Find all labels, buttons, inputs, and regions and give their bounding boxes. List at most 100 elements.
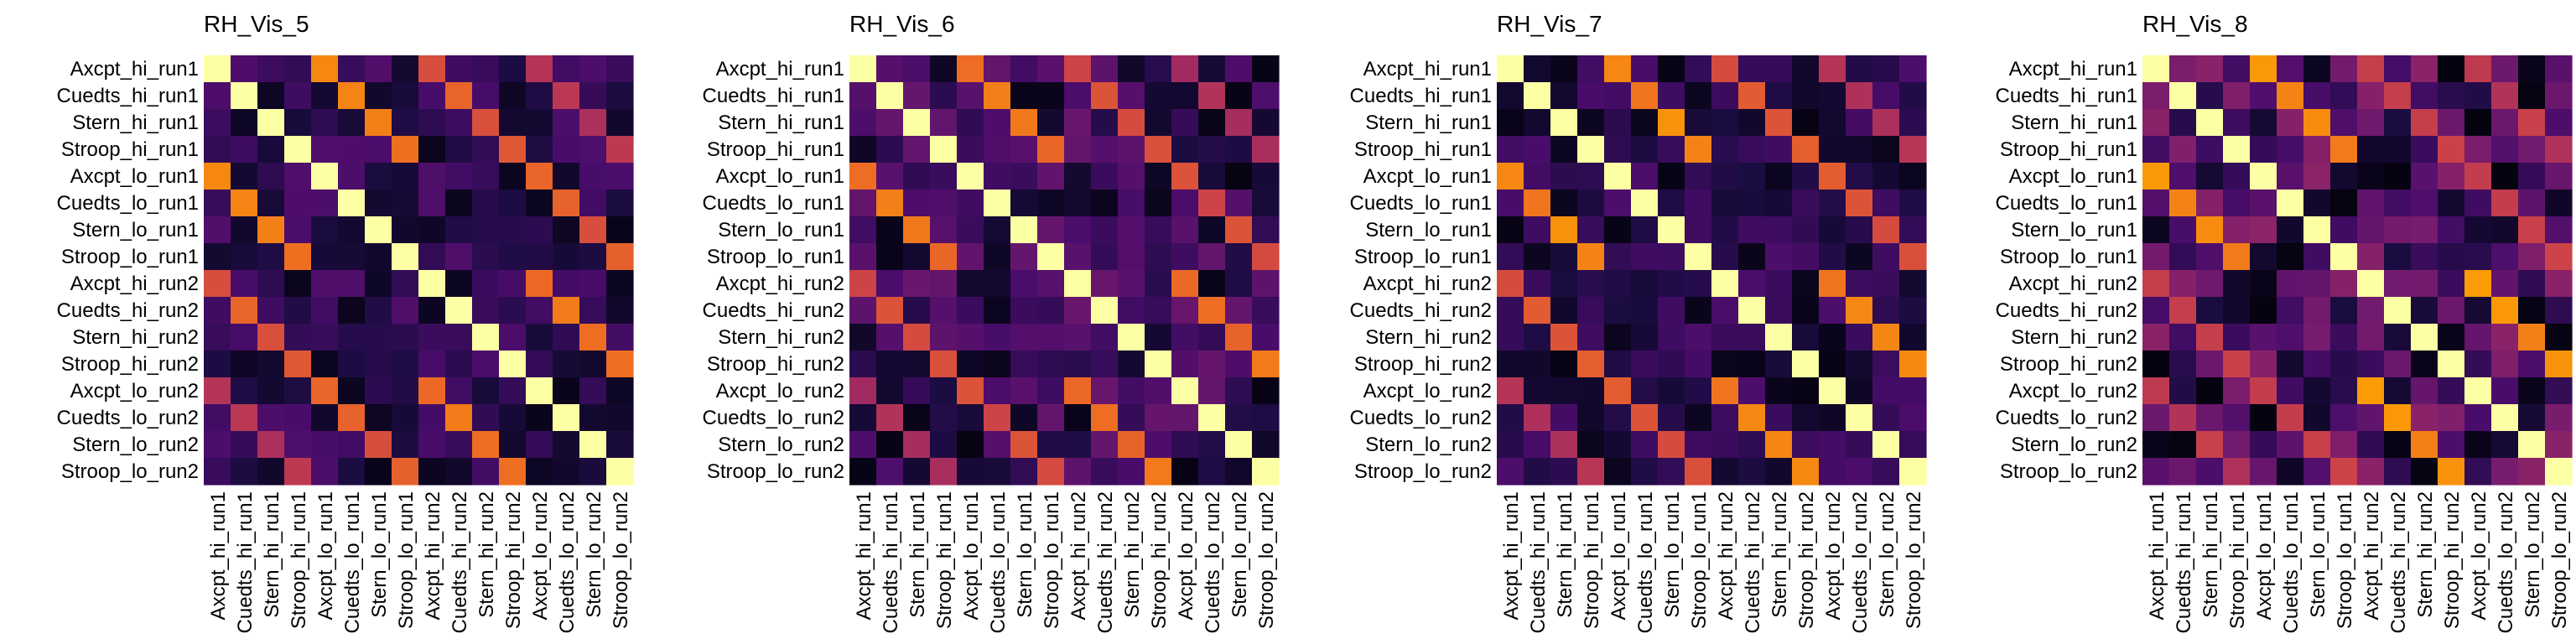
heatmap-cell	[2196, 216, 2224, 244]
heatmap-cell	[231, 190, 258, 217]
heatmap-cell	[1524, 351, 1551, 378]
heatmap-cell	[472, 82, 500, 110]
heatmap-cell	[2464, 190, 2492, 217]
heatmap-cell	[1010, 216, 1038, 244]
heatmap-cell	[2491, 377, 2519, 405]
heatmap-cell	[1225, 109, 1253, 137]
y-tick-label: Stern_lo_run2	[1365, 434, 1492, 456]
heatmap-cell	[1497, 270, 1524, 298]
heatmap-cell	[1577, 190, 1605, 217]
x-tick-label: Axcpt_lo_run1	[2253, 491, 2276, 620]
heatmap-cell	[1118, 136, 1145, 164]
heatmap-cell	[2411, 431, 2438, 459]
heatmap-cell	[1145, 458, 1172, 486]
y-tick-label: Stroop_lo_run2	[2000, 460, 2137, 483]
y-tick-label: Stern_lo_run1	[72, 219, 199, 242]
heatmap-panel-vis5: RH_Vis_5Axcpt_hi_run1Cuedts_hi_run1Stern…	[57, 11, 634, 633]
panel-title: RH_Vis_7	[1497, 11, 1602, 37]
heatmap-cell	[1577, 109, 1605, 137]
heatmap-cell	[2250, 270, 2277, 298]
heatmap-cell	[1604, 190, 1632, 217]
heatmap-cell	[2196, 109, 2224, 137]
heatmap-cell	[1497, 216, 1524, 244]
heatmap-cell	[2464, 163, 2492, 190]
heatmap-cell	[1225, 377, 1253, 405]
heatmap-cell	[257, 216, 285, 244]
heatmap-cell	[2169, 243, 2197, 271]
heatmap-cell	[499, 163, 527, 190]
heatmap-cell	[365, 190, 392, 217]
heatmap-cell	[1685, 297, 1712, 325]
heatmap-cell	[1792, 163, 1820, 190]
heatmap-cell	[553, 216, 580, 244]
heatmap-cell	[1037, 243, 1065, 271]
heatmap-cell	[1091, 377, 1119, 405]
heatmap-cell	[553, 297, 580, 325]
heatmap-cell	[1685, 458, 1712, 486]
heatmap-cell	[2464, 136, 2492, 164]
heatmap-cell	[849, 55, 877, 83]
heatmap-cell	[2491, 82, 2519, 110]
heatmap-cell	[1091, 216, 1119, 244]
heatmap-cell	[1604, 55, 1632, 83]
heatmap-cell	[1738, 163, 1766, 190]
heatmap-cell	[311, 190, 339, 217]
heatmap-cell	[1765, 404, 1793, 432]
heatmap-cell	[231, 216, 258, 244]
y-tick-label: Stroop_hi_run1	[1354, 138, 1492, 161]
heatmap-cell	[1819, 458, 1846, 486]
heatmap-cell	[1899, 55, 1927, 83]
heatmap-cell	[338, 243, 366, 271]
heatmap-cell	[2464, 324, 2492, 351]
panel-title: RH_Vis_6	[849, 11, 955, 37]
heatmap-cell	[1198, 216, 1226, 244]
heatmap-cell	[231, 351, 258, 378]
heatmap-cell	[1577, 404, 1605, 432]
heatmap-panel-vis6: RH_Vis_6Axcpt_hi_run1Cuedts_hi_run1Stern…	[703, 11, 1280, 633]
heatmap-cell	[284, 190, 312, 217]
x-tick-label: Stroop_hi_run1	[2226, 491, 2249, 629]
heatmap-cell	[1524, 404, 1551, 432]
heatmap-panel-vis7: RH_Vis_7Axcpt_hi_run1Cuedts_hi_run1Stern…	[1350, 11, 1927, 633]
heatmap-cell	[1658, 136, 1685, 164]
heatmap-cell	[1658, 55, 1685, 83]
heatmap-cell	[1118, 404, 1145, 432]
panel-title: RH_Vis_5	[204, 11, 309, 37]
y-tick-label: Stern_hi_run2	[72, 326, 199, 349]
heatmap-cell	[526, 270, 553, 298]
heatmap-cell	[1846, 55, 1873, 83]
y-tick-label: Stern_hi_run2	[1365, 326, 1492, 349]
heatmap-cell	[579, 163, 607, 190]
heatmap-cell	[903, 163, 931, 190]
heatmap-cell	[2438, 297, 2465, 325]
heatmap-cell	[957, 404, 984, 432]
heatmap-cell	[231, 431, 258, 459]
heatmap-cell	[1604, 297, 1632, 325]
heatmap-cell	[1550, 109, 1578, 137]
heatmap-cell	[1198, 458, 1226, 486]
heatmap-cell	[2411, 351, 2438, 378]
heatmap-cell	[1792, 270, 1820, 298]
heatmap-cell	[2250, 404, 2277, 432]
y-tick-label: Axcpt_hi_run2	[2009, 273, 2137, 295]
heatmap-cell	[418, 136, 446, 164]
heatmap-cell	[204, 109, 231, 137]
x-tick-label: Cuedts_lo_run1	[341, 491, 364, 633]
y-tick-label: Axcpt_lo_run1	[716, 165, 844, 188]
heatmap-cell	[1846, 243, 1873, 271]
heatmap-cell	[204, 324, 231, 351]
y-tick-label: Stern_lo_run1	[2011, 219, 2137, 242]
heatmap-cell	[606, 136, 634, 164]
heatmap-cell	[579, 324, 607, 351]
heatmap-cell	[2250, 136, 2277, 164]
heatmap-cell	[311, 136, 339, 164]
heatmap-cell	[1872, 404, 1900, 432]
heatmap-cell	[2303, 404, 2331, 432]
heatmap-cell	[204, 404, 231, 432]
heatmap-cell	[1037, 136, 1065, 164]
heatmap-cell	[903, 82, 931, 110]
heatmap-cell	[2196, 324, 2224, 351]
heatmap-cell	[606, 243, 634, 271]
heatmap-cell	[1064, 270, 1092, 298]
heatmap-cell	[2545, 458, 2573, 486]
